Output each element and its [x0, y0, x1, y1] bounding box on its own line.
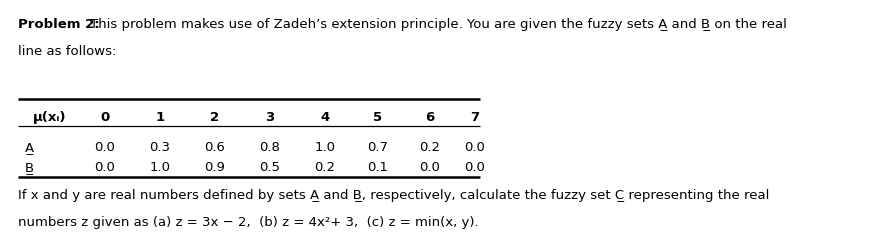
Text: 0.2: 0.2: [314, 161, 336, 174]
Text: 0.0: 0.0: [464, 141, 486, 154]
Text: 0.5: 0.5: [260, 161, 281, 174]
Text: 1.0: 1.0: [314, 141, 336, 154]
Text: 5: 5: [374, 111, 382, 124]
Text: 0.0: 0.0: [464, 161, 486, 174]
Text: 0.0: 0.0: [94, 161, 116, 174]
Text: 0.8: 0.8: [260, 141, 281, 154]
Text: 1: 1: [155, 111, 164, 124]
Text: 0.0: 0.0: [419, 161, 441, 174]
Text: line as follows:: line as follows:: [18, 45, 117, 58]
Text: Problem 2:: Problem 2:: [18, 18, 100, 31]
Text: This problem makes use of Zadeh’s extension principle. You are given the fuzzy s: This problem makes use of Zadeh’s extens…: [90, 18, 787, 31]
Text: 0.9: 0.9: [205, 161, 225, 174]
Text: 0.3: 0.3: [149, 141, 170, 154]
Text: 0.2: 0.2: [419, 141, 441, 154]
Text: 3: 3: [266, 111, 275, 124]
Text: 0.1: 0.1: [367, 161, 389, 174]
Text: 0: 0: [101, 111, 109, 124]
Text: 2: 2: [210, 111, 220, 124]
Text: 0.7: 0.7: [367, 141, 389, 154]
Text: If x and y are real numbers defined by sets A̲ and B̲, respectively, calculate t: If x and y are real numbers defined by s…: [18, 189, 769, 202]
Text: 4: 4: [321, 111, 329, 124]
Text: 0.6: 0.6: [205, 141, 225, 154]
Text: B̲: B̲: [25, 161, 34, 174]
Text: A̲: A̲: [25, 141, 34, 154]
Text: numbers z given as (a) z = 3x − 2,  (b) z = 4x²+ 3,  (c) z = min(x, y).: numbers z given as (a) z = 3x − 2, (b) z…: [18, 216, 479, 229]
Text: μ(xᵢ): μ(xᵢ): [34, 111, 67, 124]
Text: 0.0: 0.0: [94, 141, 116, 154]
Text: 6: 6: [426, 111, 434, 124]
Text: 7: 7: [471, 111, 479, 124]
Text: 1.0: 1.0: [149, 161, 170, 174]
